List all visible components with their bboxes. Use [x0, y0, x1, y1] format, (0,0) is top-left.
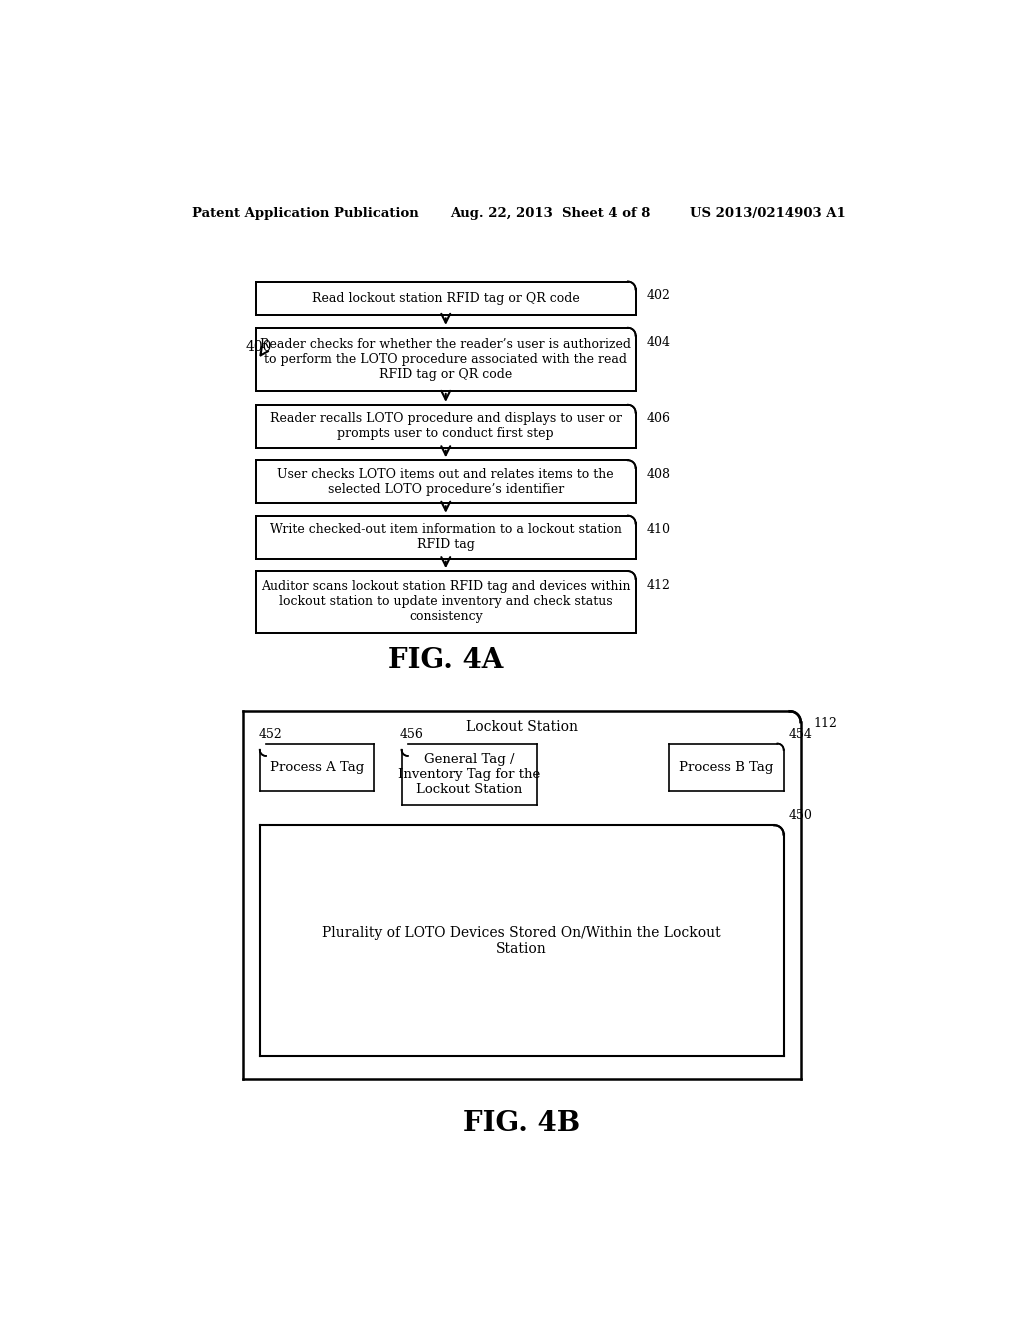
Text: Process A Tag: Process A Tag [270, 760, 365, 774]
Bar [256, 461, 636, 503]
Bar [256, 516, 636, 558]
Text: 450: 450 [788, 809, 812, 822]
Text: FIG. 4B: FIG. 4B [463, 1110, 581, 1138]
Text: Plurality of LOTO Devices Stored On/Within the Lockout
Station: Plurality of LOTO Devices Stored On/With… [323, 925, 721, 956]
Text: 412: 412 [646, 579, 671, 591]
Bar [256, 572, 636, 632]
Text: US 2013/0214903 A1: US 2013/0214903 A1 [690, 207, 846, 220]
Bar [256, 327, 636, 391]
Text: 404: 404 [646, 335, 671, 348]
Text: 406: 406 [646, 412, 671, 425]
Text: 452: 452 [258, 727, 282, 741]
Text: Auditor scans lockout station RFID tag and devices within
lockout station to upd: Auditor scans lockout station RFID tag a… [261, 581, 631, 623]
Text: Reader recalls LOTO procedure and displays to user or
prompts user to conduct fi: Reader recalls LOTO procedure and displa… [269, 412, 622, 441]
Text: FIG. 4A: FIG. 4A [388, 647, 504, 675]
Text: 400: 400 [246, 341, 272, 354]
Text: 454: 454 [788, 727, 812, 741]
Text: User checks LOTO items out and relates items to the
selected LOTO procedure’s id: User checks LOTO items out and relates i… [278, 467, 614, 496]
Bar [401, 743, 538, 805]
Text: 408: 408 [646, 469, 671, 480]
Text: General Tag /
Inventory Tag for the
Lockout Station: General Tag / Inventory Tag for the Lock… [398, 752, 541, 796]
Text: 410: 410 [646, 524, 671, 536]
Text: 456: 456 [400, 727, 424, 741]
Bar [669, 743, 783, 792]
Bar [260, 743, 375, 792]
Text: Write checked-out item information to a lockout station
RFID tag: Write checked-out item information to a … [269, 523, 622, 552]
Text: Process B Tag: Process B Tag [679, 760, 773, 774]
Bar [256, 405, 636, 447]
Text: 402: 402 [646, 289, 671, 302]
Bar [260, 825, 783, 1056]
Bar [256, 281, 636, 315]
Text: Aug. 22, 2013  Sheet 4 of 8: Aug. 22, 2013 Sheet 4 of 8 [450, 207, 650, 220]
Bar [243, 711, 801, 1080]
Text: Read lockout station RFID tag or QR code: Read lockout station RFID tag or QR code [312, 292, 580, 305]
Text: Reader checks for whether the reader’s user is authorized
to perform the LOTO pr: Reader checks for whether the reader’s u… [260, 338, 631, 381]
Text: Patent Application Publication: Patent Application Publication [191, 207, 418, 220]
Text: 112: 112 [813, 718, 837, 730]
Text: Lockout Station: Lockout Station [466, 719, 578, 734]
